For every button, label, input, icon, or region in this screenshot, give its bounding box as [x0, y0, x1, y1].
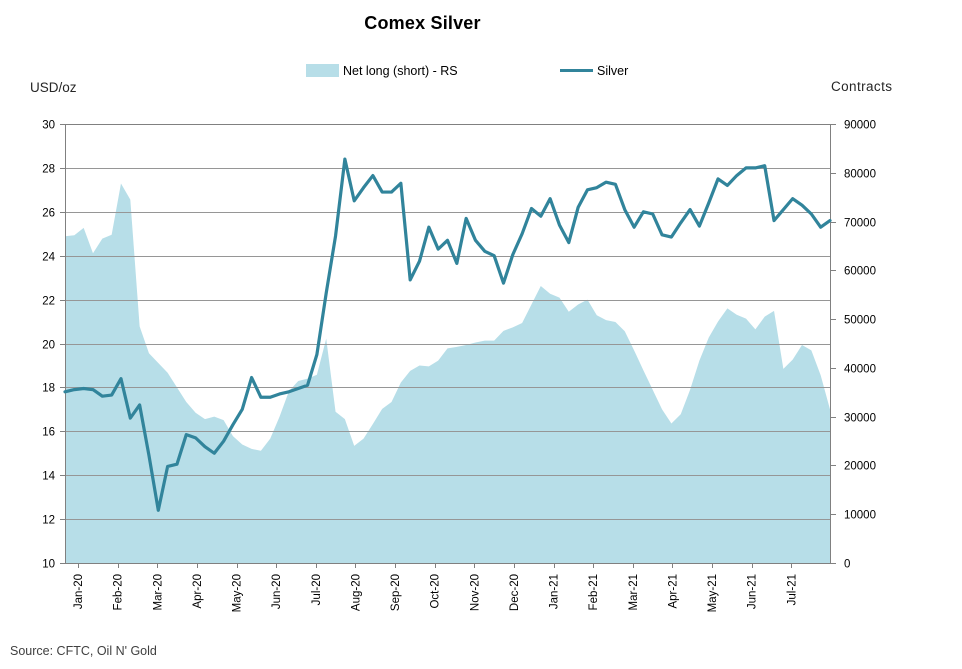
left-tick-label: 20 — [42, 340, 55, 352]
x-tick-label: Apr-20 — [192, 574, 204, 609]
left-tick-label: 16 — [42, 427, 55, 439]
x-tick-label: May-21 — [707, 574, 719, 612]
plot-border — [65, 124, 831, 564]
left-axis: 30 28 26 24 22 20 18 16 14 12 10 — [42, 120, 65, 571]
x-tick-label: Jan-21 — [549, 574, 561, 609]
gridlines — [65, 168, 830, 520]
right-tick-label: 10000 — [844, 510, 876, 522]
right-tick-label: 80000 — [844, 169, 876, 181]
x-tick-label: May-20 — [232, 574, 244, 612]
left-tick-label: 24 — [42, 252, 55, 264]
x-tick-label: Jul-21 — [786, 574, 798, 605]
line-swatch-icon — [560, 68, 593, 73]
source-note: Source: CFTC, Oil N' Gold — [10, 644, 157, 658]
left-tick-label: 12 — [42, 515, 55, 527]
x-axis: Jan-20 Feb-20 Mar-20 Apr-20 May-20 Jun-20 Jul-… — [73, 563, 798, 612]
x-tick-label: Sep-20 — [390, 574, 402, 611]
x-tick-label: Jun-20 — [271, 574, 283, 609]
x-tick-label: Dec-20 — [509, 574, 521, 611]
left-tick-label: 28 — [42, 164, 55, 176]
left-tick-label: 10 — [42, 559, 55, 571]
left-tick-label: 26 — [42, 208, 55, 220]
legend-item-silver: Silver — [560, 63, 628, 78]
right-tick-label: 20000 — [844, 461, 876, 473]
x-tick-label: Aug-20 — [350, 574, 362, 611]
legend-label-net-long: Net long (short) - RS — [343, 63, 458, 78]
left-axis-title: USD/oz — [30, 80, 77, 95]
left-tick-label: 18 — [42, 383, 55, 395]
right-tick-label: 40000 — [844, 364, 876, 376]
x-tick-label: Feb-21 — [588, 574, 600, 610]
silver-line-series — [63, 157, 832, 512]
x-tick-label: Jun-21 — [747, 574, 759, 609]
right-tick-label: 60000 — [844, 266, 876, 278]
right-tick-label: 30000 — [844, 413, 876, 425]
x-tick-label: Nov-20 — [469, 574, 481, 611]
right-tick-label: 90000 — [844, 120, 876, 132]
legend-label-silver: Silver — [597, 63, 629, 78]
right-tick-label: 70000 — [844, 218, 876, 230]
net-long-area-series — [65, 183, 830, 563]
legend-item-net-long: Net long (short) - RS — [306, 63, 458, 78]
x-tick-label: Jul-20 — [311, 574, 323, 605]
x-tick-label: Feb-20 — [113, 574, 125, 610]
right-tick-label: 50000 — [844, 315, 876, 327]
left-tick-label: 30 — [42, 120, 55, 132]
area-swatch-icon — [306, 64, 339, 77]
left-tick-label: 22 — [42, 296, 55, 308]
left-tick-label: 14 — [42, 471, 55, 483]
x-tick-label: Jan-20 — [73, 574, 85, 609]
x-tick-label: Mar-20 — [152, 574, 164, 610]
right-axis: 90000 80000 70000 60000 50000 40000 30000 20000… — [830, 120, 876, 571]
right-axis-title: Contracts — [831, 79, 893, 94]
x-tick-label: Apr-21 — [667, 574, 679, 609]
x-tick-label: Oct-20 — [430, 574, 442, 609]
chart-title: Comex Silver — [364, 13, 481, 33]
right-tick-label: 0 — [844, 559, 850, 571]
x-tick-label: Mar-21 — [628, 574, 640, 610]
